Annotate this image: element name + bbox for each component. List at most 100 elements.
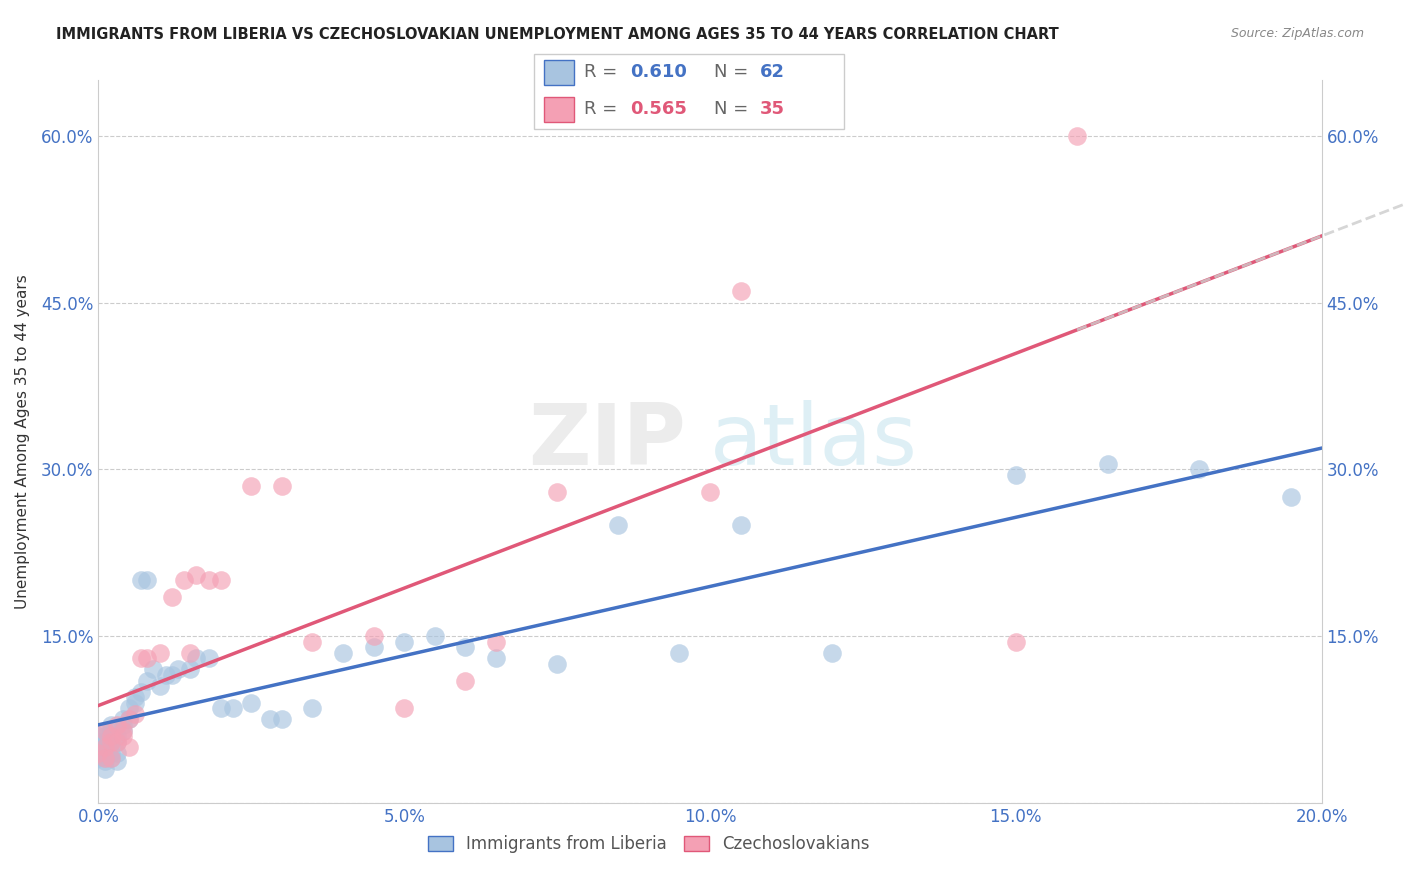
Point (105, 729, 128, 743)
Point (423, 629, 446, 643)
Point (87, 729, 110, 743)
Point (730, 517, 752, 532)
Point (1097, 457, 1119, 471)
Point (392, 634, 416, 648)
Point (301, 634, 323, 648)
Point (124, 706, 146, 721)
Point (93, 729, 115, 743)
Point (100, 729, 122, 743)
Point (209, 701, 232, 715)
Point (301, 701, 323, 715)
Point (93, 751, 115, 765)
Point (179, 646, 201, 660)
Point (111, 713, 134, 727)
Point (160, 668, 183, 682)
Text: R =: R = (583, 63, 623, 81)
Point (179, 662, 201, 676)
Point (105, 734, 128, 748)
Point (100, 729, 122, 743)
Point (197, 651, 219, 665)
Point (730, 285, 752, 299)
Point (546, 657, 568, 671)
Text: 0.565: 0.565 (630, 100, 688, 118)
Point (100, 718, 122, 732)
Point (100, 751, 122, 765)
Text: N =: N = (714, 100, 754, 118)
Point (100, 734, 122, 748)
Point (124, 696, 146, 710)
Point (149, 646, 172, 660)
Point (136, 673, 159, 688)
Point (1188, 462, 1211, 476)
Point (100, 734, 122, 748)
Point (485, 634, 508, 648)
Point (186, 651, 208, 665)
Point (1004, 634, 1026, 648)
Point (118, 713, 141, 727)
Point (259, 713, 281, 727)
Point (392, 701, 416, 715)
FancyBboxPatch shape (534, 54, 844, 129)
Point (87, 751, 110, 765)
Point (93, 754, 115, 768)
Point (87, 746, 110, 760)
Point (607, 517, 630, 532)
Point (93, 723, 115, 738)
Point (1066, 128, 1088, 143)
Point (111, 723, 134, 738)
Point (100, 751, 122, 765)
FancyBboxPatch shape (544, 96, 575, 122)
Text: 0.610: 0.610 (630, 63, 688, 81)
Point (93, 740, 115, 755)
Text: IMMIGRANTS FROM LIBERIA VS CZECHOSLOVAKIAN UNEMPLOYMENT AMONG AGES 35 TO 44 YEAR: IMMIGRANTS FROM LIBERIA VS CZECHOSLOVAKI… (56, 27, 1059, 42)
Point (87, 740, 110, 755)
Point (111, 723, 134, 738)
Point (197, 574, 219, 588)
Point (167, 662, 190, 676)
Point (136, 574, 159, 588)
Point (454, 640, 477, 655)
Point (332, 646, 354, 660)
Text: ZIP: ZIP (527, 400, 686, 483)
Point (93, 734, 115, 748)
Point (240, 696, 263, 710)
Point (668, 646, 690, 660)
Point (546, 484, 568, 499)
Text: Source: ZipAtlas.com: Source: ZipAtlas.com (1230, 27, 1364, 40)
Point (270, 479, 292, 493)
Point (105, 718, 128, 732)
FancyBboxPatch shape (544, 61, 575, 86)
Point (1279, 490, 1302, 504)
Point (160, 590, 183, 604)
Point (1004, 467, 1026, 482)
Point (93, 746, 115, 760)
Point (240, 479, 263, 493)
Point (93, 751, 115, 765)
Point (149, 679, 172, 693)
Point (93, 740, 115, 755)
Point (222, 701, 245, 715)
Text: 62: 62 (761, 63, 785, 81)
Text: N =: N = (714, 63, 754, 81)
Point (111, 718, 134, 732)
Point (186, 568, 208, 582)
Point (129, 651, 152, 665)
Point (209, 574, 232, 588)
Point (699, 484, 721, 499)
Point (93, 723, 115, 738)
Y-axis label: Unemployment Among Ages 35 to 44 years: Unemployment Among Ages 35 to 44 years (15, 274, 30, 609)
Point (105, 734, 128, 748)
Point (105, 754, 128, 768)
Text: R =: R = (583, 100, 623, 118)
Point (111, 729, 134, 743)
Text: atlas: atlas (710, 400, 918, 483)
Point (363, 629, 385, 643)
Point (485, 651, 508, 665)
Point (129, 574, 152, 588)
Point (142, 662, 165, 676)
Point (821, 646, 844, 660)
Point (129, 684, 152, 698)
Point (155, 668, 177, 682)
Point (124, 690, 146, 705)
Point (87, 734, 110, 748)
